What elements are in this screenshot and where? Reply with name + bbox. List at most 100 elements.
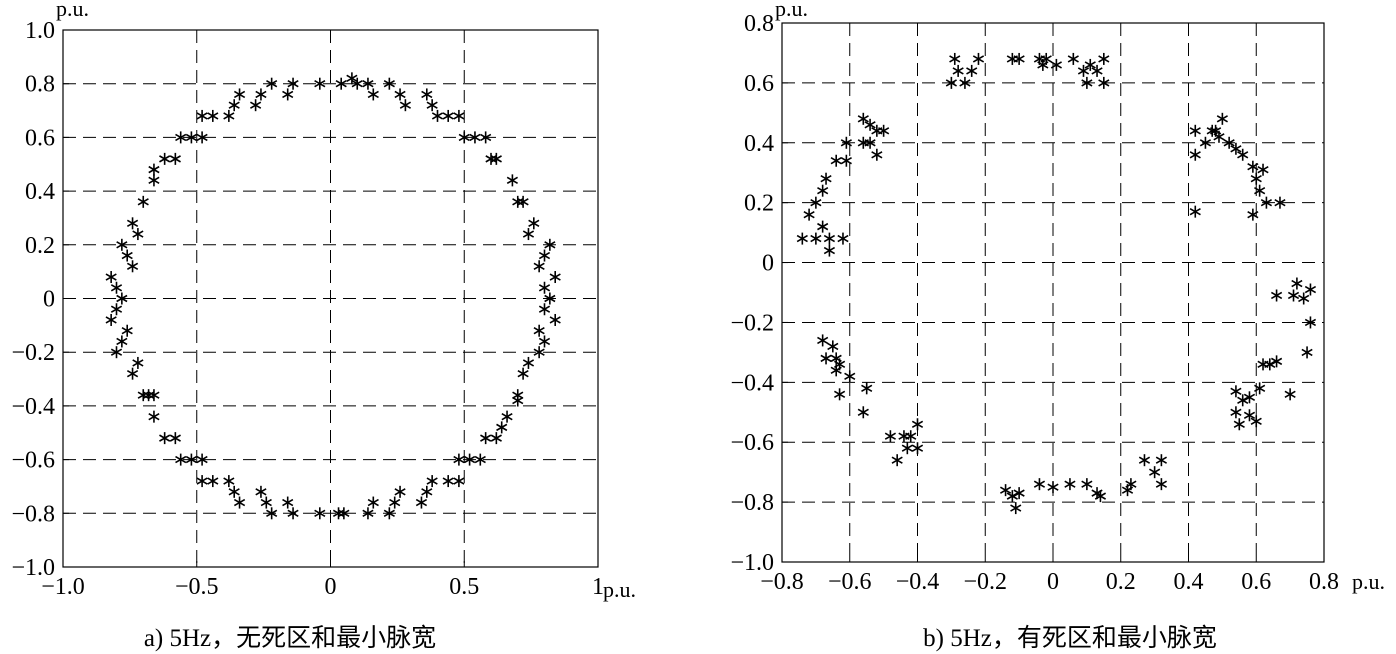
data-point bbox=[110, 281, 123, 294]
data-point bbox=[1098, 76, 1110, 89]
data-point bbox=[1247, 208, 1259, 221]
data-point bbox=[480, 131, 492, 144]
y-unit-label: p.u. bbox=[775, 0, 808, 21]
data-point bbox=[945, 76, 957, 89]
x-tick-label: −0.5 bbox=[175, 574, 219, 600]
data-point bbox=[148, 163, 160, 176]
x-unit-label: p.u. bbox=[603, 577, 636, 602]
data-point bbox=[810, 232, 822, 245]
data-point bbox=[1230, 385, 1242, 398]
data-point bbox=[223, 109, 235, 122]
data-point bbox=[891, 454, 903, 467]
data-point bbox=[110, 346, 123, 359]
x-tick-label: 0.2 bbox=[1106, 569, 1136, 595]
data-point bbox=[464, 453, 476, 466]
data-point bbox=[421, 88, 433, 101]
data-point bbox=[1033, 478, 1046, 491]
data-point bbox=[878, 124, 890, 137]
data-point bbox=[538, 281, 551, 294]
x-tick-label: 0.5 bbox=[449, 574, 479, 600]
chart-caption: b) 5Hz，有死区和最小脉宽 bbox=[923, 624, 1217, 652]
data-point bbox=[999, 484, 1012, 497]
data-point bbox=[538, 303, 551, 316]
data-point bbox=[426, 475, 438, 488]
data-point bbox=[1098, 52, 1110, 65]
data-point bbox=[1284, 388, 1296, 401]
data-point bbox=[458, 131, 470, 144]
data-point bbox=[137, 389, 149, 402]
data-point bbox=[175, 131, 187, 144]
data-point bbox=[1257, 358, 1269, 371]
data-point bbox=[823, 232, 836, 245]
data-point bbox=[871, 148, 883, 161]
data-point bbox=[1199, 136, 1212, 149]
y-tick-label: 0.6 bbox=[744, 71, 774, 97]
data-point bbox=[335, 77, 347, 90]
data-point bbox=[314, 77, 326, 90]
data-point bbox=[1155, 478, 1167, 491]
data-point bbox=[480, 432, 492, 445]
data-point bbox=[1138, 454, 1151, 467]
data-point bbox=[110, 303, 123, 316]
data-point bbox=[399, 99, 411, 112]
x-tick-label: −0.4 bbox=[896, 569, 940, 595]
data-point bbox=[901, 442, 913, 455]
data-point bbox=[367, 496, 379, 509]
data-point bbox=[1047, 481, 1059, 494]
data-point bbox=[282, 88, 294, 101]
x-tick-label: 0 bbox=[325, 574, 337, 600]
data-point bbox=[857, 136, 869, 149]
data-point bbox=[1260, 196, 1273, 209]
data-point bbox=[116, 238, 128, 251]
data-point bbox=[1050, 58, 1062, 71]
data-point bbox=[533, 260, 545, 273]
data-point bbox=[223, 475, 235, 488]
data-point bbox=[159, 152, 171, 165]
data-point bbox=[972, 52, 985, 65]
data-point bbox=[1270, 355, 1283, 368]
data-point bbox=[884, 430, 896, 443]
y-tick-label: −0.8 bbox=[11, 501, 55, 527]
data-point bbox=[827, 340, 839, 353]
data-point bbox=[823, 244, 836, 257]
data-point bbox=[207, 475, 219, 488]
data-point bbox=[266, 77, 278, 90]
data-point bbox=[533, 324, 545, 337]
data-point bbox=[105, 313, 117, 326]
data-point bbox=[1091, 64, 1103, 77]
data-point bbox=[528, 217, 540, 230]
data-point bbox=[1084, 58, 1096, 71]
data-point bbox=[522, 356, 535, 369]
data-point bbox=[426, 99, 438, 112]
data-point bbox=[207, 109, 219, 122]
data-point bbox=[148, 389, 160, 402]
y-tick-label: −0.4 bbox=[11, 394, 55, 420]
data-point bbox=[522, 228, 535, 241]
data-point bbox=[260, 496, 272, 509]
data-point bbox=[346, 72, 358, 85]
data-point bbox=[1210, 124, 1222, 137]
data-point bbox=[966, 64, 978, 77]
data-point bbox=[817, 184, 829, 197]
data-point bbox=[1230, 142, 1242, 155]
data-point bbox=[1287, 289, 1300, 302]
x-tick-label: −0.2 bbox=[963, 569, 1007, 595]
data-point bbox=[517, 367, 529, 380]
data-point bbox=[126, 260, 139, 273]
y-tick-label: 0.2 bbox=[25, 233, 55, 259]
data-point bbox=[1149, 466, 1161, 479]
data-point bbox=[1237, 148, 1249, 161]
data-point bbox=[959, 76, 971, 89]
y-tick-label: 1.0 bbox=[25, 18, 55, 44]
data-point bbox=[132, 228, 144, 241]
data-point bbox=[820, 352, 832, 365]
data-point bbox=[1304, 283, 1317, 296]
data-point bbox=[394, 485, 406, 498]
x-tick-label: −0.6 bbox=[828, 569, 872, 595]
y-tick-label: 0 bbox=[762, 251, 774, 277]
data-point bbox=[196, 453, 208, 466]
y-tick-label: −0.8 bbox=[730, 490, 774, 516]
data-point bbox=[857, 406, 869, 419]
data-point bbox=[415, 496, 428, 509]
data-point bbox=[338, 507, 350, 520]
